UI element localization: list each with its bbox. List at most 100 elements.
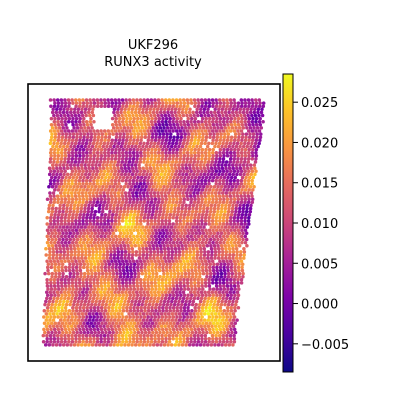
- tissue-spot: [55, 253, 59, 257]
- tissue-spot: [236, 219, 240, 223]
- tissue-spot: [243, 98, 247, 102]
- tissue-spot: [77, 181, 82, 186]
- tissue-spot: [149, 113, 153, 118]
- tissue-spot: [160, 315, 165, 319]
- tissue-spot: [176, 237, 181, 242]
- tissue-spot: [165, 231, 170, 236]
- tissue-spot: [134, 203, 138, 208]
- tissue-spot: [229, 305, 233, 310]
- tissue-spot: [79, 132, 83, 136]
- tissue-spot: [231, 253, 236, 257]
- tissue-spot: [133, 343, 138, 347]
- tissue-spot: [221, 160, 225, 164]
- tissue-spot: [224, 107, 228, 112]
- tissue-spot: [100, 132, 105, 136]
- tissue-spot: [218, 119, 222, 124]
- tissue-spot: [82, 132, 87, 136]
- tissue-spot: [203, 181, 208, 186]
- tissue-spot: [187, 271, 191, 276]
- tissue-spot: [105, 191, 110, 195]
- tissue-spot: [176, 185, 181, 189]
- tissue-spot: [83, 107, 88, 112]
- tissue-spot: [157, 154, 161, 158]
- tissue-spot: [182, 129, 186, 133]
- tissue-spot: [250, 104, 255, 108]
- tissue-spot: [77, 278, 82, 282]
- tissue-spot: [58, 256, 62, 260]
- tissue-spot: [232, 216, 237, 220]
- tissue-spot: [84, 98, 89, 102]
- tissue-spot: [175, 281, 179, 285]
- tissue-spot: [120, 324, 124, 329]
- tissue-spot: [200, 123, 205, 127]
- tissue-spot: [96, 268, 101, 273]
- tissue-spot: [196, 181, 200, 186]
- tissue-spot: [211, 147, 215, 152]
- tissue-spot: [60, 309, 65, 313]
- tissue-spot: [218, 150, 222, 155]
- tissue-spot: [113, 216, 118, 220]
- tissue-spot: [132, 321, 137, 325]
- tissue-spot: [236, 234, 240, 239]
- tissue-spot: [126, 225, 131, 229]
- tissue-spot: [64, 135, 68, 139]
- tissue-spot: [93, 302, 98, 307]
- tissue-spot: [92, 181, 96, 186]
- tissue-spot: [211, 188, 215, 192]
- tissue-spot: [63, 138, 68, 143]
- tissue-spot: [126, 206, 130, 211]
- tissue-spot: [142, 333, 146, 338]
- tissue-spot: [79, 163, 84, 167]
- tissue-spot: [61, 144, 66, 149]
- tissue-spot: [125, 123, 129, 127]
- tissue-spot: [47, 172, 52, 177]
- tissue-spot: [46, 237, 51, 242]
- tissue-spot: [191, 203, 196, 208]
- tissue-spot: [107, 330, 112, 335]
- tissue-spot: [239, 216, 244, 220]
- tissue-spot: [183, 132, 187, 136]
- tissue-spot: [145, 324, 149, 329]
- tissue-spot: [56, 340, 60, 344]
- tissue-spot: [216, 343, 221, 347]
- tissue-spot: [76, 299, 80, 304]
- tissue-spot: [219, 274, 224, 279]
- tissue-spot: [177, 172, 182, 177]
- tissue-spot: [151, 185, 156, 189]
- tissue-spot: [247, 138, 251, 143]
- tissue-spot: [117, 327, 122, 332]
- tissue-spot: [115, 243, 120, 248]
- tissue-spot: [89, 154, 93, 158]
- tissue-spot: [123, 203, 127, 208]
- tissue-spot: [169, 132, 173, 136]
- tissue-spot: [171, 281, 175, 285]
- tissue-spot: [67, 281, 71, 285]
- tissue-spot: [174, 296, 179, 301]
- tissue-spot: [207, 340, 211, 344]
- tissue-spot: [156, 290, 161, 294]
- tissue-spot: [124, 181, 128, 186]
- tissue-spot: [137, 172, 142, 177]
- tissue-spot: [211, 315, 215, 319]
- tissue-spot: [83, 243, 87, 248]
- tissue-spot: [218, 197, 223, 201]
- tissue-spot: [222, 268, 227, 273]
- tissue-spot: [246, 129, 251, 133]
- tissue-spot: [254, 147, 259, 152]
- tissue-spot: [86, 231, 91, 236]
- tissue-spot: [161, 116, 165, 121]
- tissue-spot: [55, 113, 60, 118]
- tissue-spot: [117, 216, 121, 220]
- tissue-spot: [121, 240, 125, 245]
- tissue-spot: [185, 181, 190, 186]
- tissue-spot: [201, 237, 206, 242]
- tissue-spot: [95, 160, 99, 164]
- tissue-spot: [202, 203, 206, 208]
- tissue-spot: [144, 302, 148, 307]
- tissue-spot: [101, 256, 106, 260]
- tissue-spot: [233, 262, 238, 267]
- tissue-spot: [229, 216, 233, 220]
- tissue-spot: [58, 191, 63, 195]
- tissue-spot: [61, 163, 66, 167]
- tissue-spot: [138, 296, 143, 301]
